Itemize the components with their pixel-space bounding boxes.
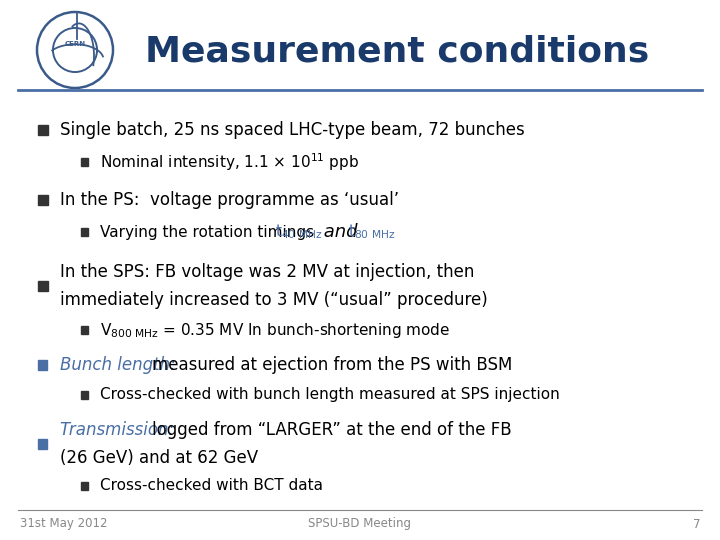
FancyBboxPatch shape bbox=[81, 392, 88, 399]
Text: Measurement conditions: Measurement conditions bbox=[145, 35, 649, 69]
FancyBboxPatch shape bbox=[38, 195, 48, 205]
FancyBboxPatch shape bbox=[38, 125, 48, 135]
Text: 7: 7 bbox=[693, 517, 700, 530]
FancyBboxPatch shape bbox=[81, 228, 88, 236]
Text: t$_{40\ \mathrm{MHz}}$: t$_{40\ \mathrm{MHz}}$ bbox=[276, 222, 323, 241]
Text: Transmission:: Transmission: bbox=[60, 421, 179, 439]
Text: and: and bbox=[318, 223, 363, 241]
Text: immediately increased to 3 MV (“usual” procedure): immediately increased to 3 MV (“usual” p… bbox=[60, 291, 487, 309]
Text: CERN: CERN bbox=[64, 41, 86, 47]
FancyBboxPatch shape bbox=[38, 281, 48, 291]
FancyBboxPatch shape bbox=[81, 326, 88, 334]
FancyBboxPatch shape bbox=[81, 158, 88, 166]
Text: (26 GeV) and at 62 GeV: (26 GeV) and at 62 GeV bbox=[60, 449, 258, 467]
Text: SPSU-BD Meeting: SPSU-BD Meeting bbox=[308, 517, 412, 530]
Text: logged from “LARGER” at the end of the FB: logged from “LARGER” at the end of the F… bbox=[153, 421, 512, 439]
Text: 31st May 2012: 31st May 2012 bbox=[20, 517, 107, 530]
Text: Varying the rotation timings: Varying the rotation timings bbox=[100, 225, 319, 240]
Text: measured at ejection from the PS with BSM: measured at ejection from the PS with BS… bbox=[153, 356, 513, 374]
Text: V$_{800\ \mathrm{MHz}}$ = 0.35 MV In bunch-shortening mode: V$_{800\ \mathrm{MHz}}$ = 0.35 MV In bun… bbox=[100, 321, 450, 340]
FancyBboxPatch shape bbox=[38, 360, 47, 370]
FancyBboxPatch shape bbox=[38, 439, 47, 449]
Text: t$_{80\ \mathrm{MHz}}$: t$_{80\ \mathrm{MHz}}$ bbox=[348, 222, 396, 241]
Text: Bunch length:: Bunch length: bbox=[60, 356, 181, 374]
Text: Cross-checked with bunch length measured at SPS injection: Cross-checked with bunch length measured… bbox=[100, 388, 559, 402]
Text: In the SPS: FB voltage was 2 MV at injection, then: In the SPS: FB voltage was 2 MV at injec… bbox=[60, 263, 474, 281]
Text: In the PS:  voltage programme as ‘usual’: In the PS: voltage programme as ‘usual’ bbox=[60, 191, 399, 209]
Text: Cross-checked with BCT data: Cross-checked with BCT data bbox=[100, 478, 323, 494]
Text: Nominal intensity, 1.1 $\times$ 10$^{11}$ ppb: Nominal intensity, 1.1 $\times$ 10$^{11}… bbox=[100, 151, 359, 173]
FancyBboxPatch shape bbox=[81, 482, 88, 490]
Text: Single batch, 25 ns spaced LHC-type beam, 72 bunches: Single batch, 25 ns spaced LHC-type beam… bbox=[60, 121, 525, 139]
